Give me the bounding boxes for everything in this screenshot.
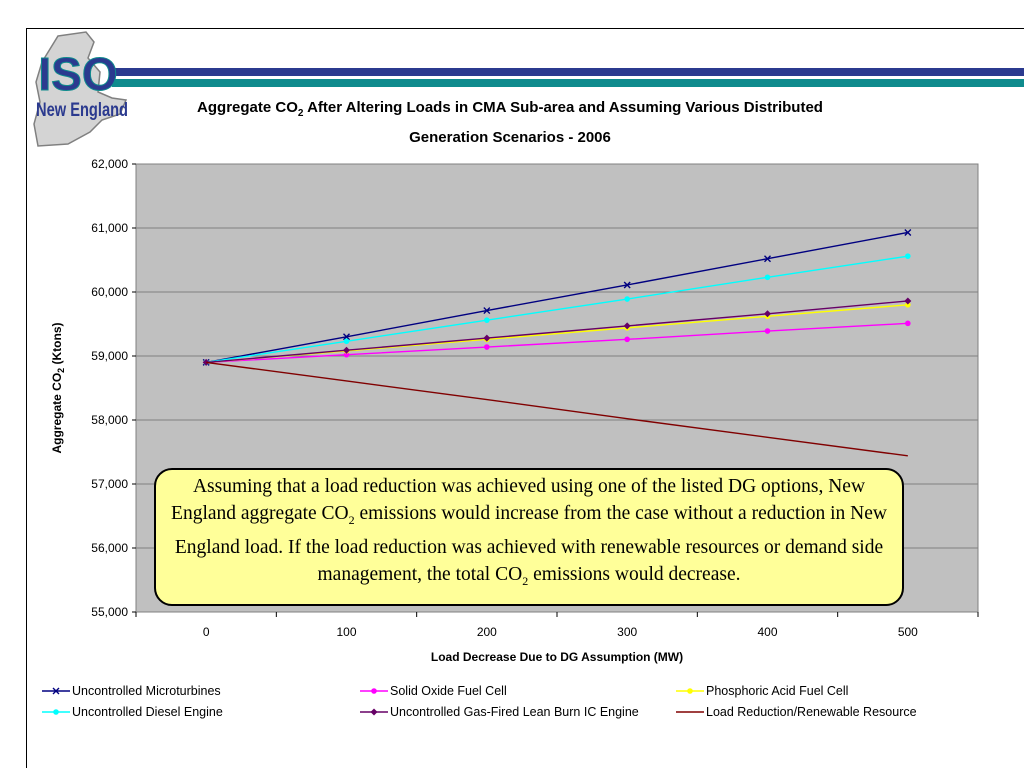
chart-title-line2: Generation Scenarios - 2006 — [409, 129, 611, 146]
legend-item: Uncontrolled Diesel Engine — [42, 704, 223, 720]
data-point — [484, 344, 490, 350]
data-point — [371, 688, 377, 694]
data-point — [343, 333, 350, 341]
legend-label: Uncontrolled Gas-Fired Lean Burn IC Engi… — [390, 705, 639, 719]
callout-text-1: Assuming that a load reduction was achie… — [171, 476, 866, 524]
legend-swatch — [676, 688, 704, 694]
slide-frame — [26, 28, 1024, 768]
data-point — [370, 708, 378, 716]
series-load-reduction-renewable-resource — [206, 361, 908, 457]
data-point — [53, 709, 59, 715]
new-england-map-shape — [33, 31, 128, 147]
callout-subscript-1: 2 — [348, 512, 355, 527]
logo-iso-text: ISO — [38, 48, 117, 100]
series-lines — [202, 228, 912, 457]
data-point — [764, 310, 771, 318]
data-point — [343, 351, 350, 358]
x-tick-label: 100 — [336, 625, 356, 639]
x-tick-label: 500 — [898, 625, 918, 639]
data-point — [483, 334, 491, 342]
header-band-blue — [112, 68, 1024, 76]
legend-swatch — [42, 687, 70, 695]
header-band-teal — [112, 79, 1024, 87]
data-point — [904, 297, 912, 305]
legend-swatch — [360, 708, 388, 716]
chart-title-part2: After Altering Loads in CMA Sub-area and… — [303, 99, 823, 116]
legend-label: Uncontrolled Microturbines — [72, 684, 221, 698]
iso-new-england-logo: ISO New England — [33, 31, 128, 147]
data-point — [764, 255, 771, 263]
data-point — [764, 274, 771, 281]
data-point — [343, 346, 350, 354]
series-line — [206, 361, 908, 457]
data-point — [905, 320, 911, 327]
data-point — [623, 322, 631, 330]
data-point — [484, 317, 490, 323]
data-point — [483, 307, 491, 315]
series-uncontrolled-gas-fired-lean-burn-ic-engine — [202, 297, 912, 366]
legend-swatch — [42, 709, 70, 715]
data-point — [624, 296, 630, 302]
chart-title-subscript: 2 — [297, 108, 304, 119]
data-point — [905, 253, 911, 259]
y-tick-label: 61,000 — [91, 221, 128, 235]
header-band-gap — [112, 76, 1024, 79]
legend-label: Uncontrolled Diesel Engine — [72, 705, 223, 719]
x-tick-label: 0 — [203, 625, 210, 639]
legend-item: Phosphoric Acid Fuel Cell — [676, 683, 848, 699]
chart-title: Aggregate CO2 After Altering Loads in CM… — [130, 96, 890, 150]
data-point — [904, 228, 912, 236]
series-line — [206, 300, 908, 364]
legend-label: Phosphoric Acid Fuel Cell — [706, 684, 849, 698]
data-point — [905, 302, 911, 308]
y-tick-label: 60,000 — [91, 285, 128, 299]
callout-text-3: emissions would decrease. — [528, 563, 741, 585]
x-tick-label: 300 — [617, 625, 637, 639]
y-tick-label: 58,000 — [91, 413, 128, 427]
legend-item: Uncontrolled Microturbines — [42, 683, 221, 699]
x-axis-ticks: 0 100 200 300 400 500 — [135, 612, 979, 639]
x-tick-label: 400 — [757, 625, 777, 639]
series-solid-oxide-fuel-cell — [203, 320, 911, 366]
y-tick-label: 62,000 — [91, 157, 128, 171]
data-point — [687, 688, 693, 694]
legend-item: Solid Oxide Fuel Cell — [360, 683, 507, 699]
y-axis-ticks: 55,000 56,000 57,000 58,000 59,000 60,000 61,0… — [91, 157, 136, 619]
y-tick-label: 57,000 — [91, 477, 128, 491]
data-point — [343, 338, 350, 345]
y-axis-title-part2: (Ktons) — [50, 322, 64, 367]
callout-box: Assuming that a load reduction was achie… — [154, 468, 904, 606]
legend-label: Solid Oxide Fuel Cell — [390, 684, 507, 698]
y-tick-label: 59,000 — [91, 349, 128, 363]
y-tick-label: 56,000 — [91, 541, 128, 555]
callout-subscript-2: 2 — [522, 573, 529, 588]
series-line — [206, 322, 908, 364]
y-axis-title: Aggregate CO2 (Ktons) — [50, 322, 66, 453]
data-point — [623, 281, 631, 289]
x-axis-title: Load Decrease Due to DG Assumption (MW) — [431, 650, 683, 664]
data-point — [764, 328, 771, 334]
callout-text-2: emissions would increase from the case w… — [174, 503, 887, 585]
legend-swatch — [360, 688, 388, 694]
chart-title-part1: Aggregate CO — [197, 99, 298, 116]
legend-item: Uncontrolled Gas-Fired Lean Burn IC Engi… — [360, 704, 639, 720]
data-point — [624, 336, 630, 343]
logo-new-england-text: New England — [36, 100, 128, 121]
y-tick-label: 55,000 — [91, 605, 128, 619]
legend-swatch — [676, 711, 704, 713]
y-axis-title-subscript: 2 — [56, 368, 66, 373]
y-axis-title-part1: Aggregate CO — [50, 373, 64, 454]
data-point — [52, 687, 60, 695]
series-line — [206, 231, 908, 364]
series-line — [206, 255, 908, 364]
legend-item: Load Reduction/Renewable Resource — [676, 704, 917, 720]
x-tick-label: 200 — [477, 625, 497, 639]
legend-label: Load Reduction/Renewable Resource — [706, 705, 917, 719]
